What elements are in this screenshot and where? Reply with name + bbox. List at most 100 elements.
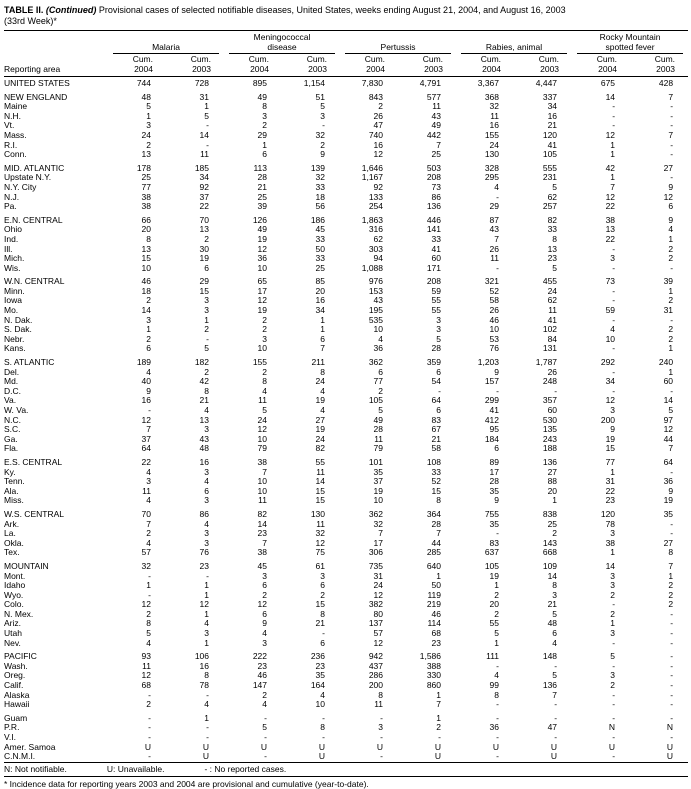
disease-group-header: Malaria xyxy=(108,31,224,54)
value-cell: 34 xyxy=(605,376,616,387)
reporting-area-cell: Ohio xyxy=(4,224,22,235)
value-cell: - xyxy=(670,651,674,662)
legend-unavailable: U: Unavailable. xyxy=(106,763,165,774)
value-cell: 45 xyxy=(315,224,326,235)
value-cell: 9 xyxy=(494,495,500,506)
table-row: S. ATLANTIC 189 182 155 211 362 359 1,203 1,787 2… xyxy=(4,357,688,368)
value-cell: 3 xyxy=(552,589,558,600)
value-cell: 1,088 xyxy=(361,262,384,273)
reporting-area-cell: Amer. Samoa xyxy=(4,741,56,752)
value-cell: 20 xyxy=(315,285,326,296)
reporting-area-cell: MOUNTAIN xyxy=(4,560,49,571)
value-cell: 11 xyxy=(258,495,267,506)
value-cell: 5 xyxy=(262,722,267,733)
value-cell: 9 xyxy=(146,385,151,396)
value-cell: 38 xyxy=(605,214,616,225)
value-cell: 157 xyxy=(484,376,500,387)
value-cell: 8 xyxy=(668,547,674,558)
value-cell: 3 xyxy=(610,580,616,591)
table-row: Ky. 4 3 7 11 35 33 17 27 1 - xyxy=(4,466,688,478)
reporting-area-cell: Pa. xyxy=(4,201,17,212)
value-cell: 40 xyxy=(141,376,151,387)
value-cell: 130 xyxy=(310,508,326,519)
value-cell: 33 xyxy=(431,466,442,477)
value-cell: 5 xyxy=(552,670,558,681)
value-cell: 3 xyxy=(378,722,384,733)
value-cell: 47 xyxy=(373,120,384,131)
value-cell: 1 xyxy=(494,580,500,591)
value-cell: 64 xyxy=(141,443,151,454)
table-row: Colo. 12 12 12 15 382 219 20 21 - 2 xyxy=(4,600,688,610)
value-cell: 1 xyxy=(610,139,616,150)
value-cell: 65 xyxy=(257,276,267,287)
value-cell: 11 xyxy=(142,485,151,496)
year-column-header: Cum. 2004 xyxy=(456,54,515,77)
value-cell: 9 xyxy=(668,485,674,496)
value-cell: 79 xyxy=(257,443,267,454)
value-cell: - xyxy=(612,751,616,762)
value-cell: 31 xyxy=(199,91,209,102)
value-cell: 6 xyxy=(320,333,326,344)
value-cell: 14 xyxy=(663,395,674,406)
value-cell: 2 xyxy=(610,608,616,619)
value-cell: 976 xyxy=(368,276,384,287)
reporting-area-cell: Md. xyxy=(4,376,19,387)
reporting-area-cell: Utah xyxy=(4,628,22,639)
value-cell: 3 xyxy=(320,110,326,121)
value-cell: 85 xyxy=(315,276,326,287)
reporting-area-cell: W.S. CENTRAL xyxy=(4,508,64,519)
value-cell: 4 xyxy=(320,405,326,415)
value-cell: 3 xyxy=(262,570,267,581)
value-cell: 1 xyxy=(146,110,151,121)
value-cell: 136 xyxy=(542,456,558,467)
value-cell: 31 xyxy=(605,476,616,487)
value-cell: 5 xyxy=(378,405,384,415)
value-cell: 6 xyxy=(262,149,267,160)
table-header: Reporting area Malaria Meningococcal disea… xyxy=(4,30,689,77)
value-cell: 12 xyxy=(141,599,151,610)
reporting-area-cell: La. xyxy=(4,528,16,539)
value-cell: - xyxy=(670,466,674,477)
reporting-area-cell: PACIFIC xyxy=(4,651,37,662)
value-cell: 12 xyxy=(257,295,267,306)
value-cell: 20 xyxy=(489,599,500,610)
reporting-area-cell: N.J. xyxy=(4,191,20,202)
reporting-area-cell: Ga. xyxy=(4,433,18,444)
table-row: D.C. 9 8 4 4 2 - - - - - xyxy=(4,385,688,397)
value-cell: U xyxy=(666,741,674,752)
value-cell: 18 xyxy=(141,285,151,296)
value-cell: - xyxy=(206,689,209,700)
value-cell: 21 xyxy=(547,120,558,131)
table-row: Okla. 4 3 7 12 17 44 83 143 38 27 xyxy=(4,538,688,549)
value-cell: 105 xyxy=(484,560,500,571)
reporting-area-cell: Ind. xyxy=(4,233,19,244)
value-cell: 12 xyxy=(663,424,674,435)
value-cell: 29 xyxy=(199,276,209,287)
value-cell: 51 xyxy=(315,91,326,102)
value-cell: 1 xyxy=(320,324,326,335)
table-row: S.C. 7 3 12 19 28 67 95 135 9 12 xyxy=(4,425,688,435)
value-cell: 243 xyxy=(542,433,558,444)
value-cell: 2 xyxy=(262,366,267,377)
reporting-area-cell: W. Va. xyxy=(4,405,29,415)
value-cell: 97 xyxy=(663,414,674,425)
reporting-area-cell: S.C. xyxy=(4,424,21,435)
value-cell: 55 xyxy=(315,456,326,467)
value-cell: - xyxy=(496,262,500,273)
reporting-area-label: Reporting area xyxy=(4,64,61,74)
table-row: Utah 5 3 4 - 57 68 5 6 3 - xyxy=(4,628,688,639)
value-cell: 47 xyxy=(547,722,558,733)
value-cell: 208 xyxy=(426,172,442,183)
reporting-area-cell: Tex. xyxy=(4,547,20,558)
value-cell: - xyxy=(380,751,384,762)
value-cell: 8 xyxy=(378,689,384,700)
value-cell: - xyxy=(380,712,384,723)
value-cell: 58 xyxy=(431,443,442,454)
value-cell: 10 xyxy=(257,262,267,273)
value-cell: - xyxy=(670,637,674,648)
value-cell: 1 xyxy=(204,712,209,723)
reporting-area-cell: Va. xyxy=(4,395,17,406)
value-cell: 46 xyxy=(489,314,500,325)
value-cell: 12 xyxy=(257,424,267,435)
